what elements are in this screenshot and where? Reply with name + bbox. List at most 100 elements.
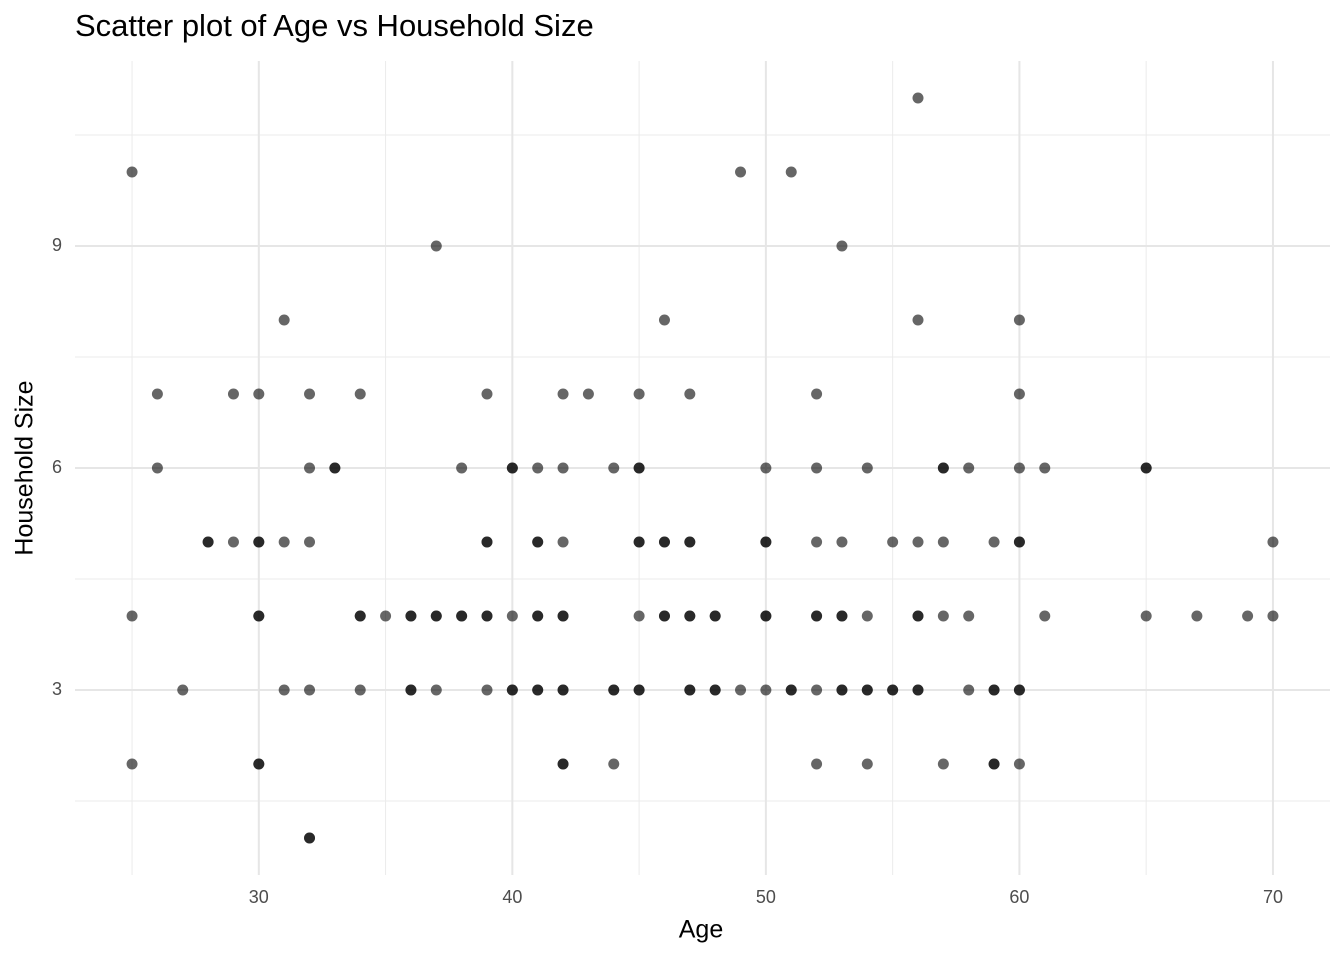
point (227, 388, 239, 400)
point (532, 684, 544, 696)
point (304, 388, 316, 400)
x-tick-label: 50 (756, 887, 776, 907)
point (684, 610, 696, 622)
point (202, 536, 214, 548)
point (963, 684, 975, 696)
point (811, 684, 823, 696)
point (785, 684, 797, 696)
point (1242, 610, 1254, 622)
point (912, 684, 924, 696)
point (405, 610, 417, 622)
point (380, 610, 392, 622)
x-tick-label: 30 (249, 887, 269, 907)
point (253, 536, 265, 548)
point (937, 536, 949, 548)
point (304, 462, 316, 474)
chart-title: Scatter plot of Age vs Household Size (75, 8, 594, 43)
point (557, 536, 569, 548)
x-tick-label: 70 (1263, 887, 1283, 907)
point (532, 610, 544, 622)
point (937, 758, 949, 770)
point (785, 166, 797, 178)
point (912, 610, 924, 622)
y-tick-label: 9 (52, 235, 62, 255)
point (861, 684, 873, 696)
point (557, 388, 569, 400)
point (912, 314, 924, 326)
y-tick-label: 6 (52, 457, 62, 477)
point (329, 462, 341, 474)
point (456, 610, 468, 622)
point (1013, 388, 1025, 400)
point (506, 684, 518, 696)
point (456, 462, 468, 474)
point (557, 462, 569, 474)
point (177, 684, 189, 696)
point (735, 166, 747, 178)
point (405, 684, 417, 696)
point (658, 536, 670, 548)
point (430, 684, 442, 696)
point (557, 610, 569, 622)
point (658, 314, 670, 326)
point (709, 610, 721, 622)
point (811, 462, 823, 474)
y-tick-label: 3 (52, 679, 62, 699)
point (1140, 610, 1152, 622)
point (506, 462, 518, 474)
point (1267, 536, 1279, 548)
point (963, 462, 975, 474)
point (227, 536, 239, 548)
point (126, 610, 138, 622)
point (278, 536, 290, 548)
point (760, 610, 772, 622)
point (1267, 610, 1279, 622)
point (430, 240, 442, 252)
y-axis-title: Household Size (11, 380, 39, 555)
point (861, 462, 873, 474)
point (887, 684, 899, 696)
point (861, 758, 873, 770)
point (1013, 684, 1025, 696)
point (608, 758, 620, 770)
point (253, 388, 265, 400)
point (988, 536, 1000, 548)
point (278, 314, 290, 326)
point (278, 684, 290, 696)
point (1013, 536, 1025, 548)
point (151, 462, 163, 474)
point (735, 684, 747, 696)
point (836, 610, 848, 622)
point (481, 388, 493, 400)
point (937, 462, 949, 474)
x-tick-label: 40 (502, 887, 522, 907)
point (126, 166, 138, 178)
point (582, 388, 594, 400)
point (304, 832, 316, 844)
point (836, 240, 848, 252)
point (481, 684, 493, 696)
point (836, 684, 848, 696)
point (1039, 610, 1051, 622)
point (811, 610, 823, 622)
point (126, 758, 138, 770)
point (354, 388, 366, 400)
point (304, 536, 316, 548)
point (1039, 462, 1051, 474)
point (557, 684, 569, 696)
point (912, 92, 924, 104)
point (608, 684, 620, 696)
point (811, 536, 823, 548)
point (633, 610, 645, 622)
point (988, 758, 1000, 770)
point (633, 536, 645, 548)
point (1013, 314, 1025, 326)
point (1013, 462, 1025, 474)
point (963, 610, 975, 622)
point (304, 684, 316, 696)
point (506, 610, 518, 622)
point (811, 758, 823, 770)
point (684, 388, 696, 400)
point (836, 536, 848, 548)
